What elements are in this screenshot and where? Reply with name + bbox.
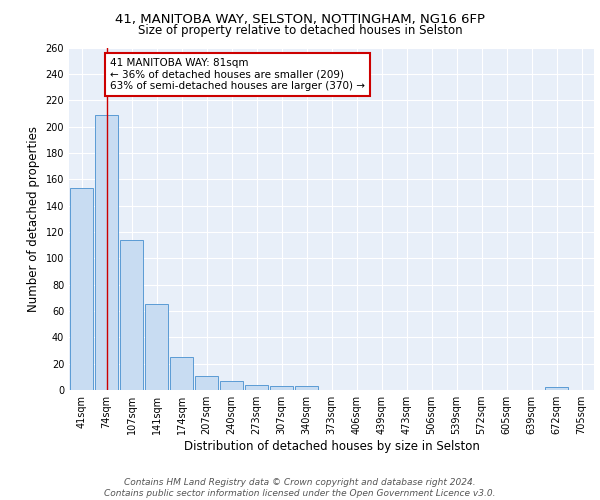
Bar xyxy=(120,240,143,390)
Bar xyxy=(195,376,218,390)
Text: Size of property relative to detached houses in Selston: Size of property relative to detached ho… xyxy=(137,24,463,37)
Y-axis label: Number of detached properties: Number of detached properties xyxy=(27,126,40,312)
Bar xyxy=(220,381,243,390)
Bar xyxy=(70,188,93,390)
Text: Contains HM Land Registry data © Crown copyright and database right 2024.
Contai: Contains HM Land Registry data © Crown c… xyxy=(104,478,496,498)
Bar xyxy=(545,388,568,390)
X-axis label: Distribution of detached houses by size in Selston: Distribution of detached houses by size … xyxy=(184,440,479,453)
Bar xyxy=(295,386,318,390)
Text: 41 MANITOBA WAY: 81sqm
← 36% of detached houses are smaller (209)
63% of semi-de: 41 MANITOBA WAY: 81sqm ← 36% of detached… xyxy=(110,58,365,91)
Bar xyxy=(145,304,168,390)
Bar xyxy=(170,357,193,390)
Text: 41, MANITOBA WAY, SELSTON, NOTTINGHAM, NG16 6FP: 41, MANITOBA WAY, SELSTON, NOTTINGHAM, N… xyxy=(115,12,485,26)
Bar xyxy=(95,114,118,390)
Bar xyxy=(270,386,293,390)
Bar xyxy=(245,384,268,390)
